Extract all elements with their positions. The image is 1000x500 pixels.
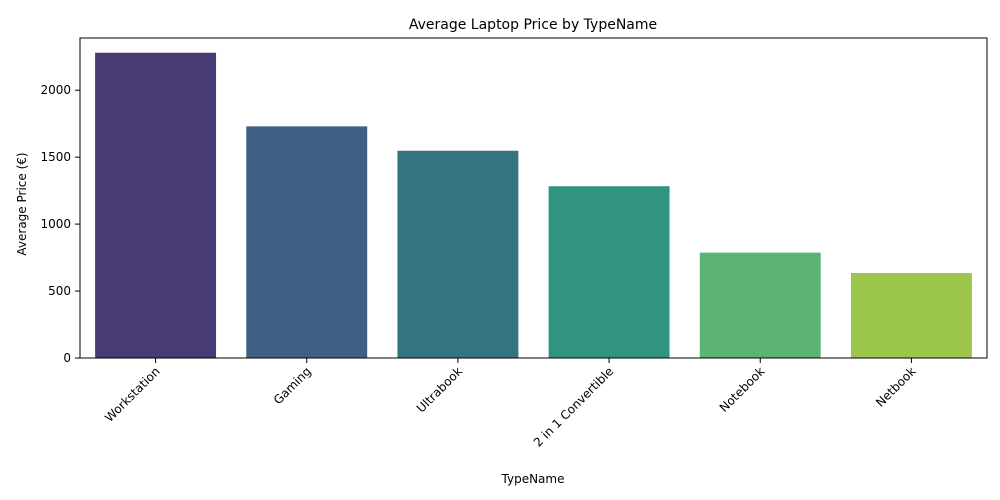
- bar-2-in-1-convertible: [548, 186, 670, 358]
- bar-netbook: [850, 272, 972, 358]
- bar-workstation: [95, 52, 217, 359]
- x-tick-label: Netbook: [873, 364, 919, 410]
- chart-title: Average Laptop Price by TypeName: [409, 17, 657, 33]
- plot-area: 0 500 1000 1500 2000 Workstation Gaming Ultrabo…: [40, 37, 988, 450]
- x-tick-label: Workstation: [102, 364, 163, 425]
- x-tick-label: Gaming: [271, 364, 314, 407]
- y-tick-label: 500: [48, 284, 71, 298]
- y-tick-label: 2000: [40, 83, 71, 97]
- y-tick-label: 0: [63, 351, 71, 365]
- x-axis-title: TypeName: [501, 472, 565, 486]
- bar-gaming: [246, 126, 368, 359]
- x-tick-label: 2 in 1 Convertible: [531, 364, 616, 449]
- bar-notebook: [699, 252, 821, 358]
- y-axis-title: Average Price (€): [15, 152, 29, 255]
- x-tick-label: Notebook: [717, 364, 768, 415]
- y-tick-label: 1000: [40, 217, 71, 231]
- x-tick-label: Ultrabook: [414, 364, 465, 415]
- axes-frame: [79, 37, 988, 359]
- y-tick-label: 1500: [40, 150, 71, 164]
- bar-ultrabook: [397, 150, 519, 358]
